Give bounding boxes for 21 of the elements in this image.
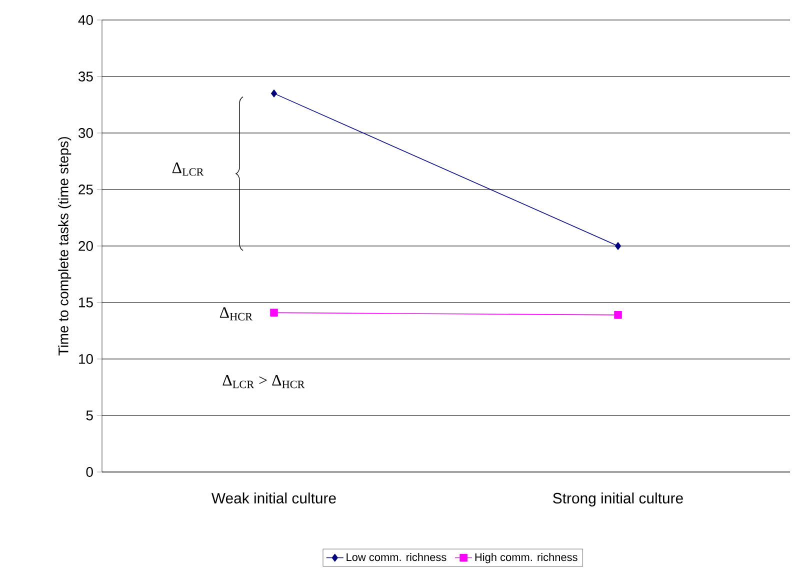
annotation: Δ$_{LCR}$	[172, 162, 204, 176]
point	[614, 311, 622, 319]
point	[270, 90, 278, 98]
point	[614, 242, 622, 250]
point	[270, 308, 278, 317]
y-tick-label: 40	[78, 15, 93, 25]
x-tick-label: Strong initial culture	[553, 492, 683, 506]
y-tick-label: 30	[78, 128, 93, 138]
y-tick-label: 25	[78, 184, 93, 194]
x-tick-label: Weak initial culture	[211, 492, 336, 504]
y-tick-label: 15	[79, 298, 93, 308]
y-axis-title: Time to complete tasks (time steps)	[58, 137, 72, 356]
legend-label: Low comm. richness	[346, 553, 446, 562]
legend-label: High comm. richness	[475, 553, 578, 564]
annotation: Δ$_{LCR}$ > Δ$_{HCR}$	[222, 375, 305, 388]
y-tick-label: 0	[86, 467, 93, 477]
annotation: Δ$_{HCR}$	[220, 307, 252, 320]
y-tick-label: 35	[78, 72, 93, 82]
y-tick-label: 20	[78, 241, 93, 251]
y-tick-label: 5	[86, 410, 93, 420]
y-tick-label: 10	[79, 354, 93, 364]
